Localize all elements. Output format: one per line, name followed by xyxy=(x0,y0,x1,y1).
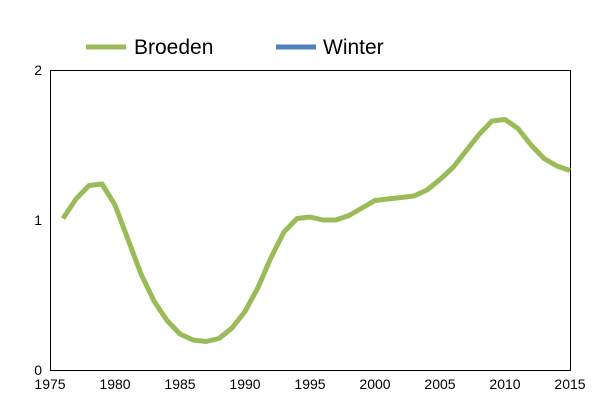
y-tick-label: 1 xyxy=(34,212,42,228)
x-tick-label: 2005 xyxy=(424,376,455,392)
x-tick-label: 1985 xyxy=(164,376,195,392)
series xyxy=(60,117,571,344)
axes xyxy=(50,70,571,371)
y-tick-label: 2 xyxy=(34,62,42,78)
x-tick-label: 2010 xyxy=(489,376,520,392)
y-tick-label: 0 xyxy=(34,362,42,378)
legend-label-winter: Winter xyxy=(323,36,384,59)
series-line-broeden xyxy=(60,117,571,344)
x-tick-label: 2000 xyxy=(359,376,390,392)
x-tick-label: 2015 xyxy=(554,376,585,392)
legend-label-broeden: Broeden xyxy=(134,36,213,59)
x-tick-label: 1995 xyxy=(294,376,325,392)
legend: Broeden Winter xyxy=(86,36,384,59)
x-tick-label: 1980 xyxy=(99,376,130,392)
x-tick-label: 1990 xyxy=(229,376,260,392)
plot-area-border xyxy=(50,70,571,371)
tick-labels: 0 1 2 1975 1980 1985 1990 1995 2000 2005 2010 2015 xyxy=(34,62,586,392)
x-tick-label: 1975 xyxy=(34,376,65,392)
